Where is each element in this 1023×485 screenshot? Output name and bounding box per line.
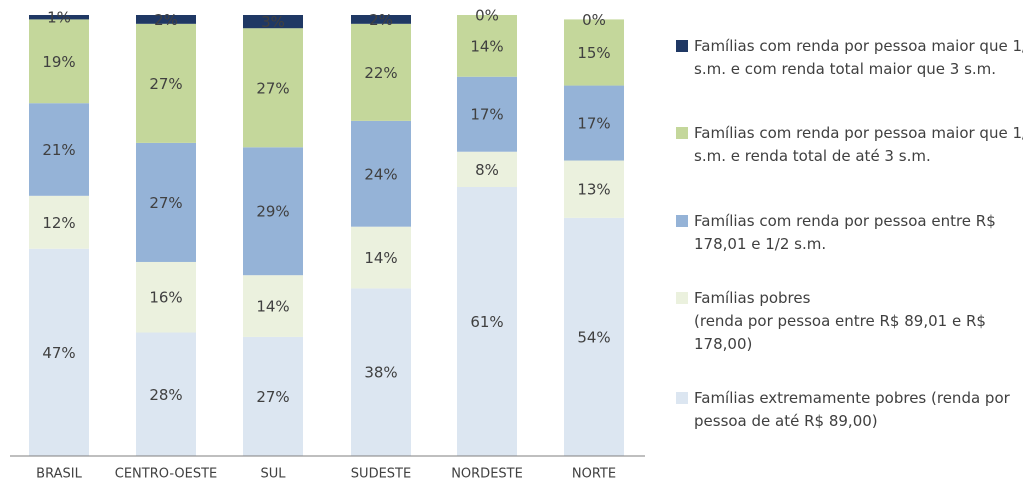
value-label: 15% xyxy=(577,44,610,62)
chart: 47% 12% 21% 19% 1% BRASIL 28% 16% 27% 27% 2% CENTRO… xyxy=(10,7,645,482)
legend-item: Famílias com renda por pessoa entre R$ 1… xyxy=(676,210,1023,256)
x-tick-label: NORDESTE xyxy=(451,467,523,482)
bar-segment xyxy=(29,248,89,456)
bar-segment xyxy=(243,15,303,29)
bar-segment xyxy=(564,160,624,218)
value-label: 8% xyxy=(475,161,499,179)
value-label: 47% xyxy=(42,344,75,362)
value-label: 2% xyxy=(154,11,178,29)
value-label: 29% xyxy=(256,203,289,221)
value-label: 3% xyxy=(261,13,285,31)
bar-segment xyxy=(29,195,89,249)
legend-swatch xyxy=(676,127,688,139)
value-label: 19% xyxy=(42,53,75,71)
value-label: 28% xyxy=(149,386,182,404)
value-label: 27% xyxy=(149,75,182,93)
value-label: 13% xyxy=(577,181,610,199)
legend-swatch xyxy=(676,215,688,227)
value-label: 17% xyxy=(470,106,503,124)
bar-segment xyxy=(29,15,89,20)
value-label: 2% xyxy=(369,11,393,29)
value-label: 27% xyxy=(256,388,289,406)
bar-segment xyxy=(351,288,411,456)
value-label: 17% xyxy=(577,115,610,133)
value-label: 16% xyxy=(149,289,182,307)
value-label: 27% xyxy=(256,79,289,97)
value-label: 22% xyxy=(364,64,397,82)
bar-segment xyxy=(351,120,411,227)
value-label: 12% xyxy=(42,214,75,232)
x-tick-label: SUDESTE xyxy=(351,467,411,482)
bar-segment xyxy=(136,23,196,143)
bar-segment xyxy=(243,275,303,337)
value-label: 38% xyxy=(364,364,397,382)
bar-segment xyxy=(457,76,517,152)
bar-segment xyxy=(351,23,411,121)
bar-segment xyxy=(564,217,624,456)
legend-label: Famílias com renda por pessoa maior que … xyxy=(694,124,1023,165)
bar-segment xyxy=(243,336,303,456)
value-label: 14% xyxy=(256,298,289,316)
legend-label: Famílias com renda por pessoa entre R$ 1… xyxy=(694,212,996,253)
bar-segment xyxy=(136,142,196,262)
bar-segment xyxy=(457,151,517,187)
bar-segment xyxy=(564,85,624,161)
bar-segment xyxy=(243,147,303,276)
bar-segment xyxy=(29,103,89,196)
bar-segment xyxy=(564,19,624,86)
legend-item: Famílias com renda por pessoa maior que … xyxy=(676,122,1023,168)
legend-swatch xyxy=(676,40,688,52)
legend-label: Famílias com renda por pessoa maior que … xyxy=(694,37,1023,78)
value-label: 1% xyxy=(47,9,71,27)
legend-item: Famílias pobres (renda por pessoa entre … xyxy=(676,287,1023,356)
bar-segment xyxy=(351,15,411,24)
x-tick-label: SUL xyxy=(260,467,286,482)
bar-segment xyxy=(351,226,411,289)
value-label: 14% xyxy=(470,37,503,55)
bar-segment xyxy=(136,261,196,333)
bar-segment xyxy=(457,186,517,457)
value-label: 0% xyxy=(582,11,606,29)
value-label: 24% xyxy=(364,165,397,183)
bar-segment xyxy=(136,332,196,456)
legend-item: Famílias com renda por pessoa maior que … xyxy=(676,35,1023,81)
bar-segment xyxy=(136,15,196,24)
value-label: 0% xyxy=(475,7,499,25)
legend-swatch xyxy=(676,392,688,404)
legend-item: Famílias extremamente pobres (renda por … xyxy=(676,387,1023,433)
x-tick-label: BRASIL xyxy=(36,467,82,482)
x-tick-label: NORTE xyxy=(572,467,616,482)
legend-label: Famílias pobres (renda por pessoa entre … xyxy=(694,289,986,353)
value-label: 61% xyxy=(470,313,503,331)
value-label: 14% xyxy=(364,249,397,267)
bar-segment xyxy=(29,19,89,104)
bar-segment xyxy=(457,15,517,77)
value-label: 27% xyxy=(149,194,182,212)
legend-label: Famílias extremamente pobres (renda por … xyxy=(694,389,1010,430)
value-label: 54% xyxy=(577,328,610,346)
legend-swatch xyxy=(676,292,688,304)
bar-segment xyxy=(243,28,303,148)
x-tick-label: CENTRO-OESTE xyxy=(115,467,218,482)
value-label: 21% xyxy=(42,141,75,159)
